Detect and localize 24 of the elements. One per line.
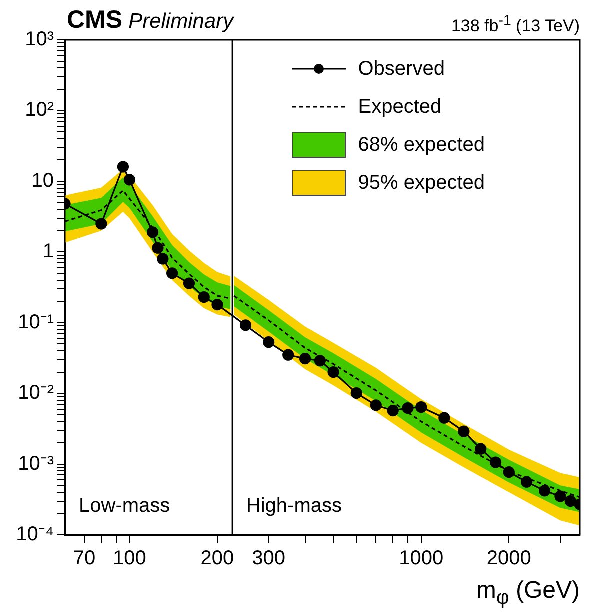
legend-label: Expected (358, 96, 442, 118)
x-tick-label: 300 (252, 548, 286, 570)
annotation: Low-mass (79, 495, 170, 518)
x-tick-label: 2000 (486, 548, 532, 570)
y-tick-label: 10⁻³ (18, 452, 54, 475)
legend-label: Observed (358, 58, 445, 80)
y-tick-label: 1 (42, 240, 54, 263)
legend-label: 95% expected (358, 172, 485, 194)
y-tick-label: 10² (25, 99, 54, 122)
x-axis-title: m$_{φ}$ (GeV) (476, 577, 580, 610)
x-tick-label: 100 (113, 548, 146, 570)
x-tick-label: 1000 (399, 548, 444, 570)
x-tick-label: 200 (200, 548, 234, 570)
annotation: High-mass (246, 495, 342, 518)
text: 138 fb$^{-1}$ (13 TeV) (451, 13, 580, 37)
y-tick-label: 10⁻⁴ (16, 524, 54, 546)
y-tick-label: 10 (32, 170, 54, 192)
legend-label: 68% expected (358, 134, 485, 156)
y-tick-label: 10⁻² (18, 382, 54, 404)
x-tick-label: 70 (73, 548, 96, 570)
chart-title: CMS (67, 6, 123, 34)
y-tick-label: 10³ (25, 28, 54, 51)
y-tick-label: 10⁻¹ (18, 311, 54, 334)
chart-subtitle: Preliminary (128, 10, 234, 33)
